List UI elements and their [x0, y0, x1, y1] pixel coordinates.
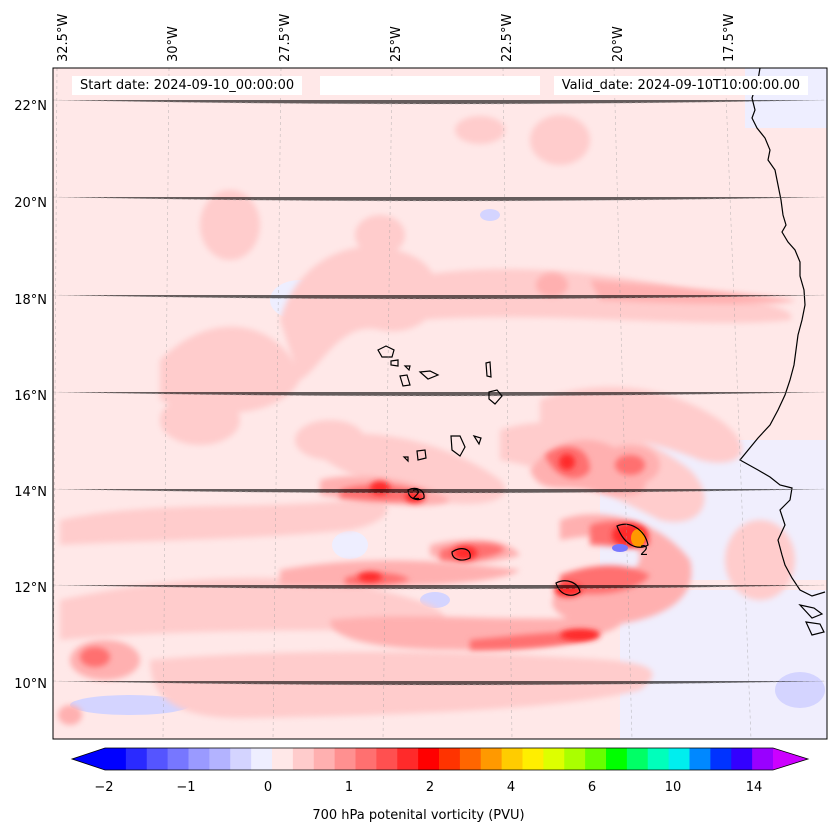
colorbar-bin	[585, 748, 607, 770]
colorbar-bin	[188, 748, 210, 770]
contour-label: 2	[640, 544, 648, 559]
colorbar-tick-label: −1	[176, 780, 195, 795]
pv-2-contours	[407, 487, 649, 596]
colorbar-bin	[459, 748, 482, 770]
pv-max-core	[631, 529, 645, 547]
colorbar-bin	[376, 748, 398, 770]
colorbar-under-arrow	[72, 748, 105, 770]
header-strip	[320, 76, 540, 95]
lat-label: 20°N	[14, 196, 47, 211]
colorbar-bin	[564, 748, 586, 770]
colorbar-outline	[70, 747, 810, 771]
colorbar-tick-label: 14	[746, 780, 763, 795]
lon-label: 32.5°W	[56, 14, 71, 62]
colorbar-bin	[418, 748, 440, 770]
pv-min-core	[612, 544, 628, 552]
colorbar-ticks: −2 −1 0 1 2 4 6 10 14	[94, 780, 762, 795]
colorbar-bin	[313, 748, 336, 770]
colorbar-bin	[480, 748, 503, 770]
latitude-labels: 22°N 20°N 18°N 16°N 14°N 12°N 10°N	[14, 99, 47, 692]
colorbar-bin	[752, 748, 774, 770]
contour-label: 2	[412, 488, 420, 503]
lat-label: 16°N	[14, 389, 47, 404]
colorbar-bin	[167, 748, 190, 770]
colorbar-bin	[522, 748, 544, 770]
colorbar-tick-label: 6	[588, 780, 596, 795]
lat-label: 10°N	[14, 677, 47, 692]
colorbar-bin	[397, 748, 419, 770]
colorbar-bin	[230, 748, 252, 770]
map-panel: 2 2	[53, 68, 827, 739]
colorbar-bin	[334, 748, 357, 770]
colorbar-bin	[146, 748, 169, 770]
colorbar: −2 −1 0 1 2 4 6 10 14	[70, 747, 810, 795]
colorbar-bin	[689, 748, 711, 770]
lat-label: 12°N	[14, 581, 47, 596]
colorbar-tick-label: 2	[426, 780, 434, 795]
cabo-verde-islands	[377, 345, 503, 463]
colorbar-tick-label: 4	[507, 780, 515, 795]
colorbar-bin	[272, 748, 294, 770]
colorbar-bin	[125, 748, 148, 770]
colorbar-bin	[105, 748, 127, 770]
lon-label: 30°W	[166, 26, 181, 62]
lon-label: 27.5°W	[278, 14, 293, 62]
colorbar-bin	[731, 748, 753, 770]
lat-label: 22°N	[14, 99, 47, 114]
gridlines	[53, 68, 827, 739]
colorbar-bin	[543, 748, 565, 770]
colorbar-bin	[209, 748, 231, 770]
longitude-labels: 32.5°W 30°W 27.5°W 25°W 22.5°W 20°W 17.5…	[56, 14, 737, 62]
colorbar-bin	[606, 748, 628, 770]
colorbar-title: 700 hPa potenital vorticity (PVU)	[312, 808, 525, 823]
colorbar-bins	[105, 748, 774, 770]
map-frame	[52, 67, 828, 740]
colorbar-bin	[251, 748, 273, 770]
colorbar-tick-label: −2	[94, 780, 113, 795]
africa-coastline	[739, 68, 826, 597]
colorbar-bin	[355, 748, 377, 770]
colorbar-bin	[292, 748, 315, 770]
lat-label: 18°N	[14, 293, 47, 308]
lat-label: 14°N	[14, 485, 47, 500]
lon-label: 20°W	[611, 26, 626, 62]
colorbar-bin	[710, 748, 732, 770]
start-date-label: Start date: 2024-09-10_00:00:00	[72, 76, 303, 95]
bijagos-islands	[798, 604, 825, 636]
lon-label: 22.5°W	[500, 14, 515, 62]
colorbar-bin	[668, 748, 691, 770]
colorbar-bin	[439, 748, 461, 770]
valid-date-label: Valid_date: 2024-09-10T10:00:00.00	[553, 76, 808, 95]
colorbar-bin	[647, 748, 670, 770]
colorbar-over-arrow	[773, 748, 808, 770]
lon-label: 17.5°W	[722, 14, 737, 62]
lon-label: 25°W	[389, 26, 404, 62]
colorbar-tick-label: 10	[665, 780, 682, 795]
colorbar-bin	[501, 748, 524, 770]
colorbar-bin	[626, 748, 649, 770]
colorbar-tick-label: 0	[264, 780, 272, 795]
colorbar-tick-label: 1	[345, 780, 353, 795]
